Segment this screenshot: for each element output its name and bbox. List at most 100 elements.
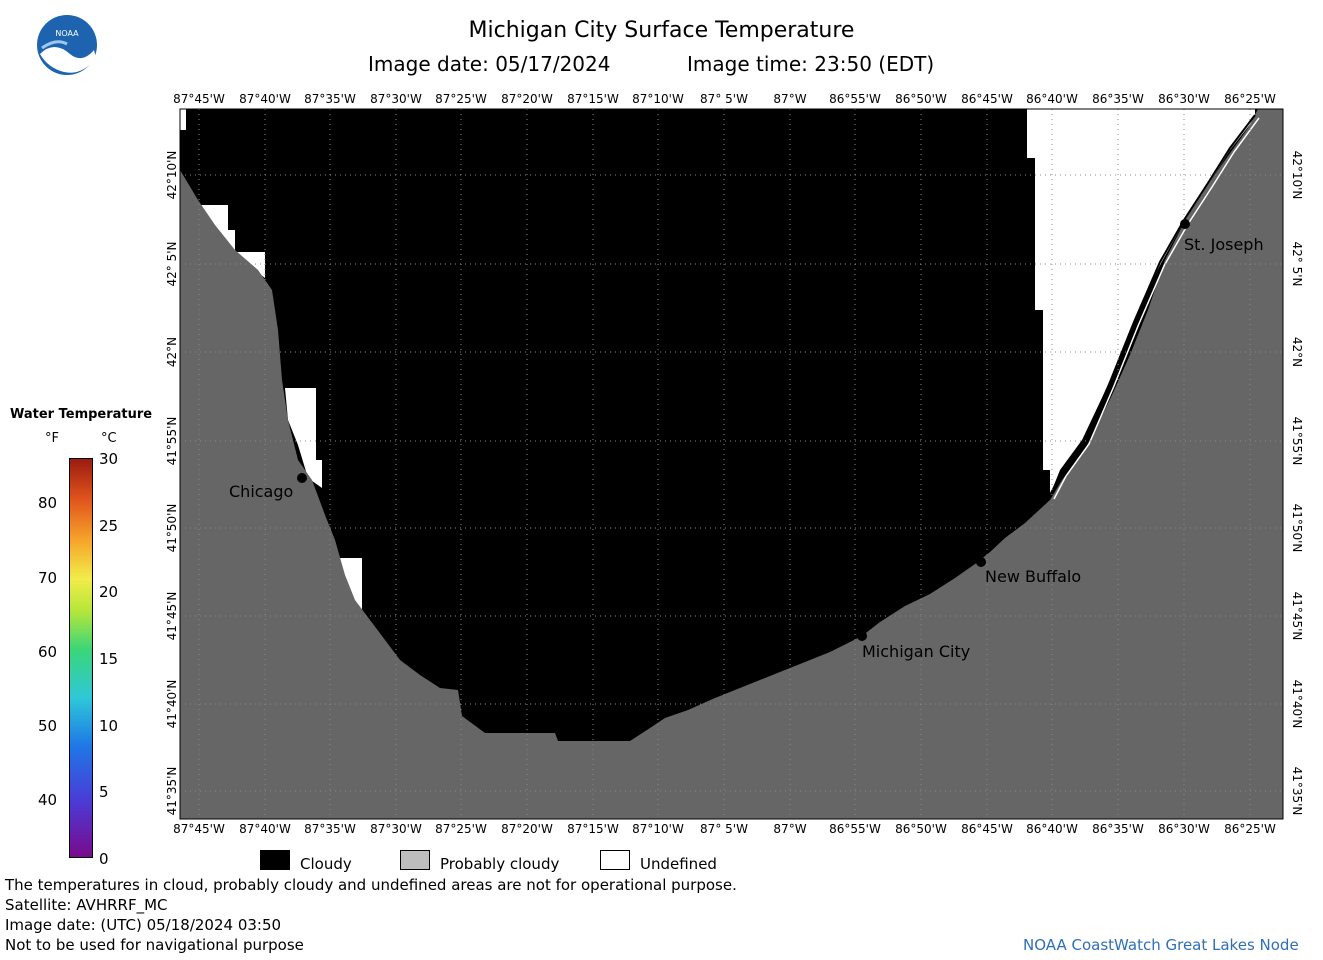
latitude-tick-right: 42°N xyxy=(1290,336,1304,368)
latitude-tick-right: 41°40'N xyxy=(1290,679,1304,729)
undefined-area-east xyxy=(1027,109,1255,495)
fahrenheit-tick: 50 xyxy=(38,716,58,735)
celsius-tick: 20 xyxy=(99,583,119,602)
celsius-tick: 30 xyxy=(99,450,119,468)
graticule xyxy=(180,109,1283,819)
coastline-east xyxy=(1049,114,1256,496)
longitude-tick-top: 86°35'W xyxy=(1092,92,1144,106)
fahrenheit-tick: 80 xyxy=(38,494,58,513)
longitude-tick-bottom: 87°25'W xyxy=(435,822,487,836)
footer-utc-date: Image date: (UTC) 05/18/2024 03:50 xyxy=(5,916,282,934)
longitude-tick-top: 87°10'W xyxy=(632,92,684,106)
image-date: Image date: 05/17/2024 xyxy=(368,52,611,76)
longitude-tick-top: 86°30'W xyxy=(1158,92,1210,106)
longitude-tick-bottom: 86°35'W xyxy=(1092,822,1144,836)
longitude-tick-bottom: 87°20'W xyxy=(501,822,553,836)
city-marker-st-joseph xyxy=(1180,219,1190,229)
undefined-patch xyxy=(285,388,322,488)
city-label-st-joseph: St. Joseph xyxy=(1184,235,1264,254)
longitude-tick-bottom: 86°45'W xyxy=(961,822,1013,836)
longitude-tick-top: 87°15'W xyxy=(567,92,619,106)
latitude-tick-right: 42° 5'N xyxy=(1290,241,1304,287)
longitude-tick-top: 86°40'W xyxy=(1026,92,1078,106)
legend-label-undefined: Undefined xyxy=(640,855,717,873)
undefined-patch xyxy=(180,109,186,130)
footer-satellite: Satellite: AVHRRF_MC xyxy=(5,896,168,914)
longitude-tick-bottom: 86°55'W xyxy=(829,822,881,836)
undefined-patch xyxy=(340,558,362,613)
longitude-tick-top: 87°45'W xyxy=(173,92,225,106)
latitude-tick-right: 42°10'N xyxy=(1290,150,1304,200)
longitude-tick-bottom: 86°30'W xyxy=(1158,822,1210,836)
footer-navigation-warning: Not to be used for navigational purpose xyxy=(5,936,304,954)
longitude-tick-top: 87°40'W xyxy=(239,92,291,106)
latitude-tick-left: 41°55'N xyxy=(165,416,179,466)
longitude-tick-bottom: 87°15'W xyxy=(567,822,619,836)
longitude-tick-bottom: 87°35'W xyxy=(304,822,356,836)
longitude-tick-top: 87°W xyxy=(773,92,807,106)
longitude-tick-bottom: 86°50'W xyxy=(895,822,947,836)
latitude-tick-left: 42°10'N xyxy=(165,150,179,200)
latitude-tick-right: 41°50'N xyxy=(1290,503,1304,553)
celsius-tick: 5 xyxy=(99,783,109,802)
unit-celsius: °C xyxy=(101,431,117,446)
latitude-tick-left: 42°N xyxy=(165,336,179,368)
legend-swatch-probably-cloudy xyxy=(400,850,430,870)
celsius-tick: 10 xyxy=(99,716,119,735)
legend-swatch-undefined xyxy=(600,850,630,870)
footer-credit: NOAA CoastWatch Great Lakes Node xyxy=(1023,936,1299,954)
celsius-tick: 0 xyxy=(99,850,109,868)
city-label-chicago: Chicago xyxy=(229,482,294,501)
noaa-logo: NOAA xyxy=(37,15,97,75)
colorbar-title: Water Temperature xyxy=(10,407,153,422)
latitude-tick-right: 41°45'N xyxy=(1290,591,1304,641)
city-marker-new-buffalo xyxy=(976,557,986,567)
longitude-tick-top: 86°50'W xyxy=(895,92,947,106)
legend-swatch-cloudy xyxy=(260,850,290,870)
longitude-tick-top: 87°35'W xyxy=(304,92,356,106)
longitude-tick-top: 87° 5'W xyxy=(700,92,748,106)
longitude-tick-bottom: 87°40'W xyxy=(239,822,291,836)
latitude-tick-left: 42° 5'N xyxy=(165,241,179,287)
coastline-east-edge xyxy=(1053,117,1260,500)
longitude-tick-bottom: 86°40'W xyxy=(1026,822,1078,836)
fahrenheit-tick: 70 xyxy=(38,568,58,587)
logo-text: NOAA xyxy=(55,29,79,38)
latitude-tick-left: 41°45'N xyxy=(165,591,179,641)
longitude-tick-top: 86°55'W xyxy=(829,92,881,106)
city-label-new-buffalo: New Buffalo xyxy=(985,567,1082,586)
unit-fahrenheit: °F xyxy=(45,431,59,446)
longitude-tick-top: 87°25'W xyxy=(435,92,487,106)
latitude-tick-left: 41°35'N xyxy=(165,766,179,816)
map-title: Michigan City Surface Temperature xyxy=(468,18,855,43)
legend-label-cloudy: Cloudy xyxy=(300,855,352,873)
image-time: Image time: 23:50 (EDT) xyxy=(687,52,935,76)
colorbar xyxy=(69,458,93,858)
latitude-tick-right: 41°55'N xyxy=(1290,416,1304,466)
longitude-tick-top: 87°20'W xyxy=(501,92,553,106)
longitude-tick-bottom: 87°10'W xyxy=(632,822,684,836)
map-frame xyxy=(179,108,1284,820)
city-marker-chicago xyxy=(297,473,307,483)
longitude-tick-bottom: 87°30'W xyxy=(370,822,422,836)
longitude-tick-top: 86°25'W xyxy=(1224,92,1276,106)
city-marker-michigan-city xyxy=(857,631,867,641)
latitude-tick-left: 41°50'N xyxy=(165,503,179,553)
longitude-tick-bottom: 86°25'W xyxy=(1224,822,1276,836)
land-area xyxy=(180,109,1283,819)
longitude-tick-top: 87°30'W xyxy=(370,92,422,106)
city-label-michigan-city: Michigan City xyxy=(862,642,971,661)
fahrenheit-tick: 60 xyxy=(38,642,58,661)
legend-label-probably-cloudy: Probably cloudy xyxy=(440,855,560,873)
longitude-tick-bottom: 87° 5'W xyxy=(700,822,748,836)
footer-disclaimer: The temperatures in cloud, probably clou… xyxy=(5,876,737,894)
celsius-tick: 25 xyxy=(99,516,119,535)
longitude-tick-bottom: 87°45'W xyxy=(173,822,225,836)
longitude-tick-top: 86°45'W xyxy=(961,92,1013,106)
longitude-tick-bottom: 87°W xyxy=(773,822,807,836)
celsius-tick: 15 xyxy=(99,650,119,668)
latitude-tick-right: 41°35'N xyxy=(1290,766,1304,816)
latitude-tick-left: 41°40'N xyxy=(165,679,179,729)
fahrenheit-tick: 40 xyxy=(38,790,58,809)
